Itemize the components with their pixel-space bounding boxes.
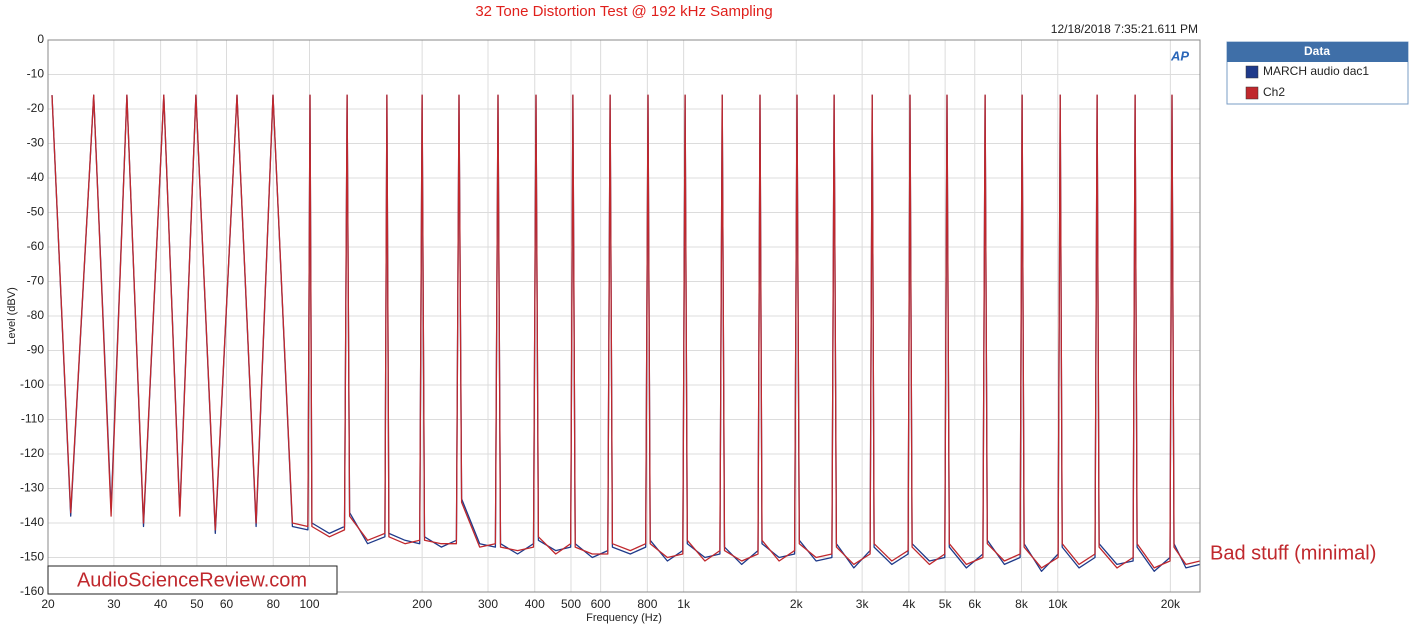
x-tick-label: 2k (790, 597, 804, 611)
x-tick-label: 80 (267, 597, 281, 611)
y-tick-label: -90 (27, 343, 45, 357)
logo: AP (1170, 48, 1189, 63)
legend: Data MARCH audio dac1 Ch2 (1226, 41, 1409, 105)
y-tick-label: -110 (21, 412, 44, 426)
x-tick-label: 3k (856, 597, 870, 611)
annotation: Bad stuff (minimal) (1210, 542, 1376, 564)
x-tick-label: 100 (299, 597, 319, 611)
chart-title: 32 Tone Distortion Test @ 192 kHz Sampli… (475, 3, 772, 20)
y-tick-label: -80 (27, 308, 45, 322)
x-tick-label: 8k (1015, 597, 1029, 611)
timestamp: 12/18/2018 7:35:21.611 PM (1051, 22, 1198, 36)
legend-header (1227, 42, 1408, 62)
legend-label: Ch2 (1263, 85, 1285, 99)
x-tick-label: 4k (903, 597, 917, 611)
y-tick-label: -140 (20, 515, 44, 529)
y-tick-label: -70 (27, 274, 45, 288)
y-tick-label: -40 (27, 170, 45, 184)
plot-frame (47, 39, 1201, 593)
y-tick-label: -10 (27, 67, 45, 81)
y-tick-label: -50 (27, 205, 45, 219)
legend-swatch (1245, 65, 1259, 79)
y-tick-label: -150 (20, 550, 44, 564)
watermark: AudioScienceReview.com (77, 569, 307, 591)
y-tick-label: 0 (37, 32, 44, 46)
y-tick-label: -130 (20, 481, 44, 495)
y-tick-label: -100 (20, 377, 44, 391)
x-tick-label: 600 (591, 597, 611, 611)
y-tick-label: -160 (20, 584, 44, 598)
x-tick-label: 400 (525, 597, 545, 611)
watermark-box (47, 565, 338, 595)
y-tick-label: -30 (27, 136, 45, 150)
y-tick-label: -20 (27, 101, 45, 115)
x-tick-label: 5k (939, 597, 953, 611)
legend-swatch (1245, 86, 1259, 100)
x-tick-label: 500 (561, 597, 581, 611)
x-tick-label: 200 (412, 597, 432, 611)
plot-lines (51, 94, 1201, 572)
x-tick-label: 20k (1161, 597, 1181, 611)
legend-items: MARCH audio dac1 Ch2 (1245, 64, 1369, 100)
y-tick-label: -120 (20, 446, 44, 460)
y-tick-label: -60 (27, 239, 45, 253)
legend-label: MARCH audio dac1 (1263, 64, 1369, 78)
x-tick-label: 300 (478, 597, 498, 611)
x-tick-label: 10k (1048, 597, 1068, 611)
x-tick-label: 20 (41, 597, 55, 611)
series-line (51, 94, 1201, 569)
x-tick-label: 60 (220, 597, 234, 611)
x-tick-label: 1k (677, 597, 691, 611)
x-tick-label: 40 (154, 597, 168, 611)
x-tick-label: 800 (637, 597, 657, 611)
x-axis-label: Frequency (Hz) (586, 612, 662, 624)
x-tick-label: 50 (190, 597, 204, 611)
y-axis-label: Level (dBV) (6, 287, 18, 344)
x-tick-label: 30 (107, 597, 121, 611)
x-tick-label: 6k (968, 597, 982, 611)
legend-title: Data (1304, 44, 1330, 58)
